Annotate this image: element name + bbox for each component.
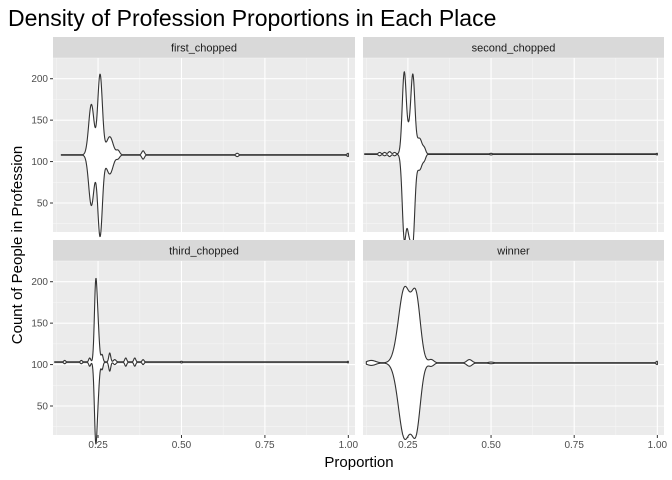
- y-tick-label: 200: [31, 277, 48, 288]
- facet-panel-first-chopped: first_chopped 50 100 150 200: [31, 37, 355, 238]
- chart-title: Density of Profession Proportions in Eac…: [8, 5, 496, 31]
- x-tick-label: 0.50: [172, 440, 192, 451]
- facet-panel-winner: winner 0.25 0.50 0.75 1.00: [363, 240, 668, 451]
- y-tick-label: 150: [31, 116, 48, 127]
- y-tick-label: 100: [31, 157, 48, 168]
- facet-panel-third-chopped: third_chopped 50 100 150 200 0.25 0.50 0.75 1.00: [31, 240, 358, 451]
- x-tick-label: 0.25: [398, 440, 418, 451]
- y-tick-label: 50: [37, 199, 49, 210]
- x-tick-label: 0.50: [481, 440, 501, 451]
- facet-panel-second-chopped: second_chopped: [363, 37, 664, 249]
- y-axis-title: Count of People in Profession: [9, 146, 26, 344]
- y-tick-label: 200: [31, 74, 48, 85]
- facet-strip: [53, 240, 355, 261]
- facet-strip: [363, 240, 664, 261]
- x-tick-label: 0.25: [88, 440, 108, 451]
- x-tick-label: 0.75: [255, 440, 275, 451]
- violin-shape: [364, 71, 658, 249]
- facet-strip-label: winner: [496, 246, 530, 258]
- violin-shape: [60, 73, 349, 238]
- x-tick-label: 0.75: [564, 440, 584, 451]
- facet-strip-label: third_chopped: [169, 246, 239, 258]
- violin-shape: [54, 277, 349, 445]
- facet-strip-label: first_chopped: [171, 43, 237, 55]
- y-tick-label: 150: [31, 319, 48, 330]
- facet-strip: [53, 37, 355, 58]
- x-tick-label: 1.00: [339, 440, 359, 451]
- y-tick-label: 50: [37, 402, 49, 413]
- facet-strip: [363, 37, 664, 58]
- x-axis-title: Proportion: [324, 454, 393, 471]
- x-tick-label: 1.00: [648, 440, 668, 451]
- facet-panels: first_chopped 50 100 150 200 second_choppedth…: [31, 37, 668, 451]
- facet-strip-label: second_chopped: [472, 43, 556, 55]
- violin-shape: [365, 285, 658, 441]
- y-tick-label: 100: [31, 360, 48, 371]
